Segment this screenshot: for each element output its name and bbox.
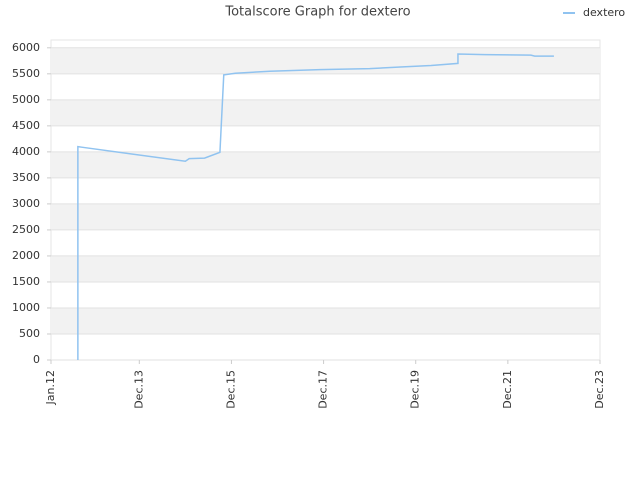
x-tick-label: Dec.13 — [132, 370, 145, 409]
y-tick-label: 500 — [19, 327, 40, 340]
x-tick-label: Jan.12 — [44, 370, 57, 405]
grid-band — [51, 307, 600, 334]
x-tick-label: Dec.21 — [501, 370, 514, 409]
x-tick-label: Dec.15 — [224, 370, 237, 409]
y-tick-label: 3500 — [12, 171, 40, 184]
grid-band — [51, 151, 600, 178]
chart-title: Totalscore Graph for dextero — [224, 5, 410, 20]
y-tick-label: 6000 — [12, 41, 40, 54]
y-tick-label: 1000 — [12, 301, 40, 314]
x-tick-label: Dec.17 — [317, 370, 330, 409]
y-tick-label: 5000 — [12, 93, 40, 106]
y-tick-label: 1500 — [12, 275, 40, 288]
x-tick-label: Dec.19 — [409, 370, 422, 409]
grid-band — [51, 203, 600, 230]
y-tick-label: 4000 — [12, 145, 40, 158]
y-tick-label: 2500 — [12, 223, 40, 236]
x-tick-label: Dec.23 — [593, 370, 606, 409]
grid-band — [51, 99, 600, 126]
y-tick-label: 4500 — [12, 119, 40, 132]
grid-band — [51, 255, 600, 282]
legend-label: dextero — [583, 6, 625, 19]
line-series — [77, 53, 554, 360]
y-tick-label: 3000 — [12, 197, 40, 210]
y-tick-label: 0 — [33, 353, 40, 366]
y-tick-label: 5500 — [12, 67, 40, 80]
y-tick-label: 2000 — [12, 249, 40, 262]
plot-area — [50, 39, 601, 361]
